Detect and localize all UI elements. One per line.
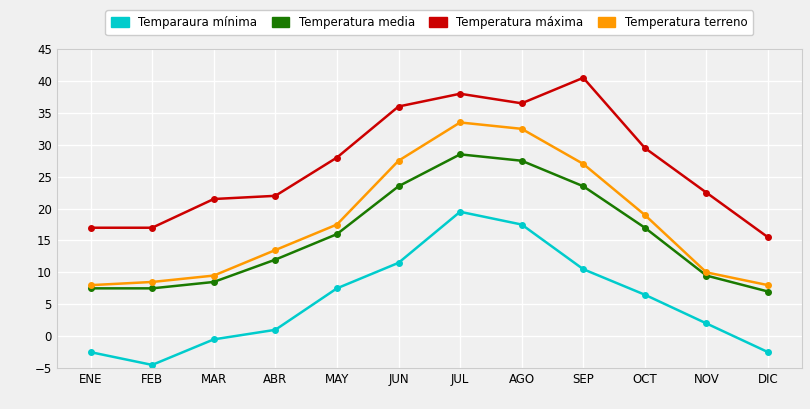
Temperatura media (640, 225, 650, 230)
Temperatura media (763, 289, 773, 294)
Temperatura máxima (578, 75, 588, 80)
Temperatura máxima (517, 101, 526, 106)
Temparaura mínima (455, 209, 465, 214)
Legend: Temparaura mínima, Temperatura media, Temperatura máxima, Temperatura terreno: Temparaura mínima, Temperatura media, Te… (105, 10, 753, 35)
Temparaura mínima (86, 350, 96, 355)
Temperatura terreno (517, 126, 526, 131)
Temperatura máxima (147, 225, 157, 230)
Temparaura mínima (271, 327, 280, 332)
Temperatura media (86, 286, 96, 291)
Temperatura máxima (394, 104, 403, 109)
Temperatura terreno (578, 162, 588, 166)
Temperatura máxima (332, 155, 342, 160)
Temperatura media (394, 184, 403, 189)
Temperatura media (332, 231, 342, 236)
Temperatura media (578, 184, 588, 189)
Temperatura terreno (271, 247, 280, 252)
Temperatura máxima (86, 225, 96, 230)
Temperatura terreno (209, 273, 219, 278)
Temperatura terreno (147, 279, 157, 284)
Temperatura media (701, 273, 711, 278)
Temparaura mínima (517, 222, 526, 227)
Temperatura máxima (701, 190, 711, 195)
Line: Temperatura media: Temperatura media (87, 152, 771, 294)
Line: Temparaura mínima: Temparaura mínima (87, 209, 771, 368)
Temperatura terreno (332, 222, 342, 227)
Temperatura terreno (640, 213, 650, 218)
Temparaura mínima (701, 321, 711, 326)
Temperatura máxima (763, 235, 773, 240)
Temperatura máxima (455, 91, 465, 96)
Temperatura terreno (394, 158, 403, 163)
Temparaura mínima (209, 337, 219, 342)
Temperatura media (517, 158, 526, 163)
Line: Temperatura terreno: Temperatura terreno (87, 120, 771, 288)
Temperatura media (147, 286, 157, 291)
Temperatura máxima (640, 146, 650, 151)
Temparaura mínima (578, 267, 588, 272)
Temperatura terreno (763, 283, 773, 288)
Line: Temperatura máxima: Temperatura máxima (87, 75, 771, 240)
Temperatura media (271, 257, 280, 262)
Temparaura mínima (147, 362, 157, 367)
Temperatura media (209, 279, 219, 284)
Temparaura mínima (394, 261, 403, 265)
Temparaura mínima (763, 350, 773, 355)
Temperatura terreno (455, 120, 465, 125)
Temparaura mínima (332, 286, 342, 291)
Temperatura terreno (701, 270, 711, 275)
Temperatura terreno (86, 283, 96, 288)
Temparaura mínima (640, 292, 650, 297)
Temperatura máxima (271, 193, 280, 198)
Temperatura máxima (209, 197, 219, 202)
Temperatura media (455, 152, 465, 157)
